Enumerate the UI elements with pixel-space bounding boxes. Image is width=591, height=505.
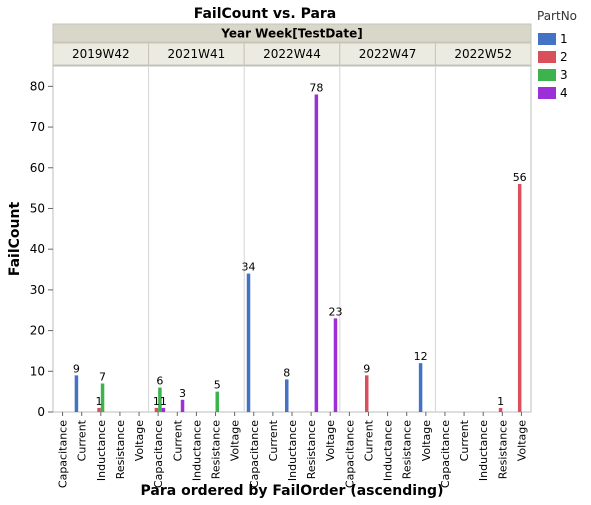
- bar-2022W44-Capacitance-part1: [246, 273, 251, 412]
- bar-value-label: 23: [328, 305, 342, 318]
- bar-value-label: 1: [153, 395, 160, 408]
- x-tick-label: Resistance: [210, 420, 223, 480]
- bar-value-label: 8: [283, 366, 290, 379]
- bar-value-label: 5: [214, 379, 221, 392]
- legend-swatch-3: [538, 69, 556, 81]
- x-tick-label: Current: [76, 419, 89, 461]
- group-label-2021W41: 2021W41: [168, 47, 226, 61]
- legend-label-4: 4: [560, 86, 568, 100]
- x-tick-labels: Capacitance Current Inductance Resistance Vo…: [57, 412, 528, 488]
- bar-2021W41-Capacitance-part2: [154, 407, 159, 412]
- bar-2022W47-Voltage-part1: [418, 363, 423, 412]
- x-tick-label: Resistance: [401, 420, 414, 480]
- x-axis-title: Para ordered by FailOrder (ascending): [141, 483, 444, 499]
- bar-value-label: 6: [156, 375, 163, 388]
- chart-title: FailCount vs. Para: [194, 6, 337, 22]
- x-tick-label: Resistance: [496, 420, 509, 480]
- x-tick-label: Inductance: [382, 420, 395, 481]
- bar-2021W41-Capacitance-part4: [161, 407, 166, 412]
- legend-label-3: 3: [560, 68, 568, 82]
- x-tick-label: Current: [458, 419, 471, 461]
- x-tick-label: Resistance: [114, 420, 127, 480]
- bar-2019W42-Inductance-part3: [100, 383, 105, 412]
- bar-value-label: 12: [414, 350, 428, 363]
- y-axis-title: FailCount: [7, 202, 23, 277]
- bar-2022W52-Voltage-part2: [517, 184, 522, 412]
- x-tick-label: Inductance: [190, 420, 203, 481]
- group-label-2022W47: 2022W47: [359, 47, 417, 61]
- x-tick-label: Capacitance: [343, 420, 356, 488]
- group-cell-2022W52: [434, 42, 532, 66]
- bar-value-label: 9: [73, 362, 80, 375]
- x-tick-label: Voltage: [133, 420, 146, 461]
- y-tick-label: 80: [30, 79, 45, 93]
- x-tick-label: Current: [362, 419, 375, 461]
- bar-value-label: 7: [99, 371, 106, 384]
- x-tick-label: Capacitance: [248, 420, 261, 488]
- y-axis: 0 10 20 30 40 50 60 70 80: [30, 79, 53, 419]
- y-tick-label: 40: [30, 242, 45, 256]
- legend: PartNo 1 2 3 4: [537, 9, 577, 100]
- y-tick-label: 30: [30, 283, 45, 297]
- x-tick-label: Current: [267, 419, 280, 461]
- x-tick-label: Capacitance: [152, 420, 165, 488]
- group-label-2022W44: 2022W44: [263, 47, 321, 61]
- bar-2022W52-Resistance-part2: [498, 407, 503, 412]
- y-tick-label: 50: [30, 201, 45, 215]
- x-tick-label: Voltage: [420, 420, 433, 461]
- bar-value-label: 3: [179, 387, 186, 400]
- y-tick-label: 70: [30, 120, 45, 134]
- bar-value-label: 1: [96, 395, 103, 408]
- x-tick-label: Capacitance: [439, 420, 452, 488]
- group-header-label: Year Week[TestDate]: [220, 27, 363, 41]
- x-tick-label: Voltage: [229, 420, 242, 461]
- y-tick-label: 10: [30, 364, 45, 378]
- bar-value-label: 9: [363, 362, 370, 375]
- bar-2022W47-Current-part2: [364, 375, 369, 412]
- bar-value-label: 34: [242, 261, 256, 274]
- bar-value-label: 78: [309, 81, 323, 94]
- y-tick-label: 20: [30, 324, 45, 338]
- bar-2021W41-Capacitance-part3: [158, 387, 162, 412]
- bars-layer: [74, 94, 522, 413]
- group-label-row: 2019W42 2021W41 2022W44 2022W47 2022W52: [52, 42, 532, 66]
- x-tick-label: Inductance: [286, 420, 299, 481]
- x-tick-label: Capacitance: [57, 420, 70, 488]
- x-tick-label: Voltage: [324, 420, 337, 461]
- bar-value-label: 1: [160, 395, 167, 408]
- legend-label-1: 1: [560, 32, 568, 46]
- legend-swatch-1: [538, 33, 556, 45]
- legend-title: PartNo: [537, 9, 577, 23]
- x-tick-label: Inductance: [477, 420, 490, 481]
- legend-swatch-2: [538, 51, 556, 63]
- bar-2019W42-Inductance-part2: [97, 407, 101, 412]
- bar-2021W41-Current-part4: [180, 399, 185, 412]
- group-label-2019W42: 2019W42: [72, 47, 130, 61]
- bar-2022W44-Voltage-part4: [333, 318, 338, 412]
- legend-swatch-4: [538, 87, 556, 99]
- bar-2021W41-Resistance-part3: [215, 391, 220, 412]
- plot-frame: [52, 65, 532, 413]
- x-tick-label: Voltage: [515, 420, 528, 461]
- x-tick-label: Inductance: [95, 420, 108, 481]
- legend-label-2: 2: [560, 50, 568, 64]
- bar-value-label: 1: [497, 395, 504, 408]
- bar-2022W44-Resistance-part4: [314, 94, 319, 413]
- x-tick-label: Current: [171, 419, 184, 461]
- panel-separators: [148, 66, 436, 412]
- y-tick-label: 60: [30, 161, 45, 175]
- group-label-2022W52: 2022W52: [454, 47, 512, 61]
- bar-value-label: 56: [513, 171, 527, 184]
- bar-2019W42-Current-part1: [74, 375, 79, 412]
- y-tick-label: 0: [37, 405, 45, 419]
- x-tick-label: Resistance: [305, 420, 318, 480]
- group-header-band: [52, 23, 532, 43]
- bar-2022W44-Inductance-part1: [285, 379, 289, 412]
